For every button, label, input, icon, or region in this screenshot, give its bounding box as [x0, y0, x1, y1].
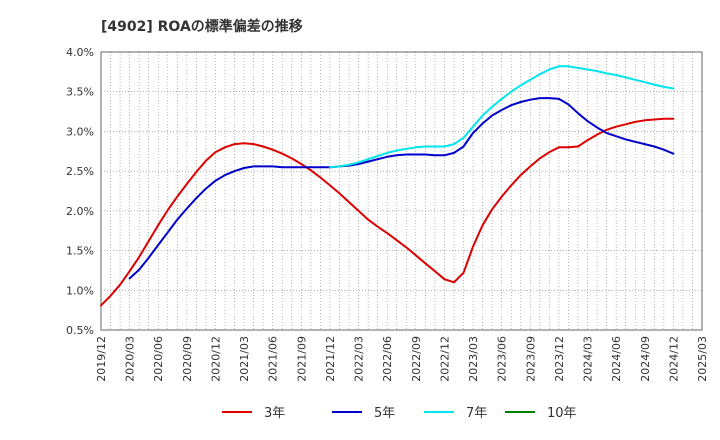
x-tick-label: 2020/06: [152, 336, 165, 382]
x-tick-label: 2019/12: [95, 336, 108, 382]
chart-title: [4902] ROAの標準偏差の推移: [101, 18, 303, 35]
y-axis: 0.5% 1.0% 1.5% 2.0% 2.5% 3.0% 3.5% 4.0%: [66, 46, 94, 337]
legend-label-5年[interactable]: 5年: [374, 406, 395, 421]
x-tick-label: 2021/03: [238, 336, 251, 382]
y-tick-label: 3.5%: [66, 86, 94, 99]
legend-label-3年[interactable]: 3年: [264, 406, 285, 421]
x-tick-label: 2022/06: [381, 336, 394, 382]
x-tick-label: 2022/03: [353, 336, 366, 382]
x-tick-label: 2023/09: [524, 336, 537, 382]
x-axis: 2019/12 2020/03 2020/06 2020/09 2020/12 2021/…: [95, 336, 709, 382]
x-tick-label: 2021/12: [324, 336, 337, 382]
x-tick-label: 2022/12: [438, 336, 451, 382]
x-tick-label: 2024/03: [582, 336, 595, 382]
y-tick-label: 4.0%: [66, 46, 94, 59]
y-tick-label: 0.5%: [66, 324, 94, 337]
series-lines: [100, 65, 675, 307]
x-tick-label: 2022/09: [410, 336, 423, 382]
y-tick-label: 1.0%: [66, 284, 94, 297]
series-line-7年: [329, 65, 675, 169]
y-tick-label: 2.5%: [66, 165, 94, 178]
legend-label-10年[interactable]: 10年: [547, 406, 577, 421]
x-tick-label: 2023/03: [467, 336, 480, 382]
series-line-5年: [128, 97, 675, 280]
grid: [101, 52, 702, 330]
x-tick-label: 2024/09: [639, 336, 652, 382]
legend[interactable]: 3年 5年 7年 10年: [222, 406, 577, 421]
y-tick-label: 2.0%: [66, 205, 94, 218]
x-tick-label: 2023/06: [496, 336, 509, 382]
x-tick-label: 2023/12: [553, 336, 566, 382]
x-tick-label: 2025/03: [696, 336, 709, 382]
legend-label-7年[interactable]: 7年: [466, 406, 487, 421]
x-tick-label: 2024/06: [610, 336, 623, 382]
x-tick-label: 2020/09: [181, 336, 194, 382]
y-tick-label: 3.0%: [66, 125, 94, 138]
x-tick-label: 2024/12: [667, 336, 680, 382]
x-tick-label: 2021/09: [295, 336, 308, 382]
series-line-3年: [100, 117, 675, 307]
x-tick-label: 2021/06: [267, 336, 280, 382]
x-tick-label: 2020/12: [209, 336, 222, 382]
plot-area: [100, 51, 703, 331]
y-tick-label: 1.5%: [66, 245, 94, 258]
x-tick-label: 2020/03: [124, 336, 137, 382]
